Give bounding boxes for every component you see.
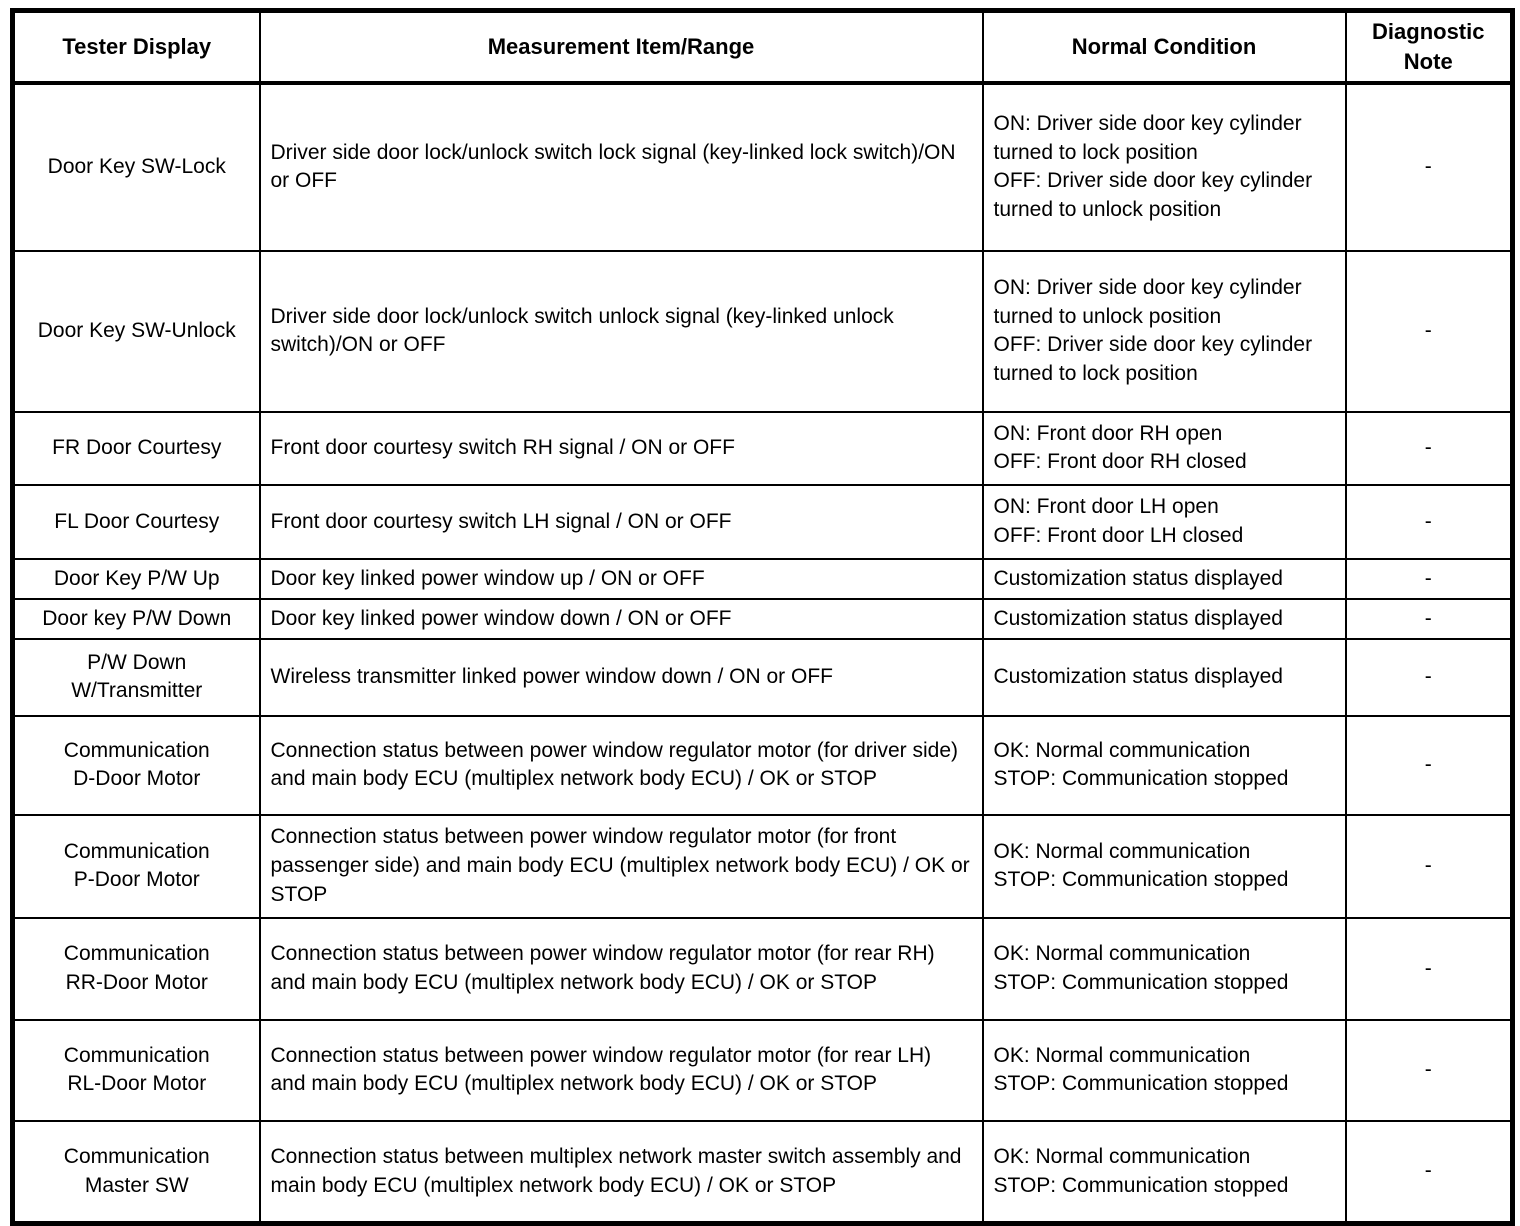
tester-display-cell: FR Door Courtesy: [11, 410, 261, 486]
measurement-cell: Connection status between multiplex netw…: [258, 1119, 984, 1225]
measurement-cell: Front door courtesy switch LH signal / O…: [258, 483, 984, 560]
column-header-measurement-item-range: Measurement Item/Range: [258, 9, 984, 85]
table-row-communication-rr-door-motor: Communication RR-Door Motor Connection s…: [11, 916, 1514, 1021]
diagnostic-note-cell: -: [1344, 81, 1514, 252]
tester-display-cell: Door Key SW-Lock: [11, 81, 261, 252]
table-row-door-key-sw-lock: Door Key SW-Lock Driver side door lock/u…: [11, 81, 1514, 252]
tester-display-cell: Communication Master SW: [11, 1119, 261, 1225]
measurement-cell: Door key linked power window down / ON o…: [258, 597, 984, 640]
diagnostic-note-cell: -: [1344, 597, 1514, 640]
diagnostic-note-cell: -: [1344, 249, 1514, 413]
tester-display-cell: P/W Down W/Transmitter: [11, 637, 261, 717]
diagnostic-note-cell: -: [1344, 916, 1514, 1021]
diagnostic-note-cell: -: [1344, 1018, 1514, 1122]
measurement-cell: Driver side door lock/unlock switch unlo…: [258, 249, 984, 413]
measurement-cell: Front door courtesy switch RH signal / O…: [258, 410, 984, 486]
measurement-cell: Door key linked power window up / ON or …: [258, 557, 984, 600]
diagnostic-note-cell: -: [1344, 410, 1514, 486]
measurement-cell: Wireless transmitter linked power window…: [258, 637, 984, 717]
measurement-cell: Connection status between power window r…: [258, 714, 984, 816]
measurement-cell: Connection status between power window r…: [258, 813, 984, 919]
column-header-normal-condition: Normal Condition: [981, 9, 1347, 85]
tester-display-cell: Communication RR-Door Motor: [11, 916, 261, 1021]
normal-condition-cell: OK: Normal communication STOP: Communica…: [981, 714, 1347, 816]
table-row-fr-door-courtesy: FR Door Courtesy Front door courtesy swi…: [11, 410, 1514, 486]
header-row: Tester Display Measurement Item/Range No…: [11, 9, 1514, 85]
column-header-diagnostic-note: Diagnostic Note: [1344, 9, 1514, 85]
diagnostic-note-cell: -: [1344, 483, 1514, 560]
table-body: Door Key SW-Lock Driver side door lock/u…: [11, 81, 1514, 1225]
table-row-pw-down-w-transmitter: P/W Down W/Transmitter Wireless transmit…: [11, 637, 1514, 717]
diagnostic-note-cell: -: [1344, 1119, 1514, 1225]
data-list-table: Tester Display Measurement Item/Range No…: [10, 8, 1515, 1226]
tester-display-cell: FL Door Courtesy: [11, 483, 261, 560]
diagnostic-note-cell: -: [1344, 637, 1514, 717]
normal-condition-cell: ON: Driver side door key cylinder turned…: [981, 81, 1347, 252]
normal-condition-cell: OK: Normal communication STOP: Communica…: [981, 813, 1347, 919]
tester-display-cell: Communication P-Door Motor: [11, 813, 261, 919]
normal-condition-cell: ON: Front door RH open OFF: Front door R…: [981, 410, 1347, 486]
table-row-fl-door-courtesy: FL Door Courtesy Front door courtesy swi…: [11, 483, 1514, 560]
tester-display-cell: Communication RL-Door Motor: [11, 1018, 261, 1122]
table-row-communication-d-door-motor: Communication D-Door Motor Connection st…: [11, 714, 1514, 816]
table-row-door-key-pw-up: Door Key P/W Up Door key linked power wi…: [11, 557, 1514, 600]
measurement-cell: Driver side door lock/unlock switch lock…: [258, 81, 984, 252]
normal-condition-cell: ON: Front door LH open OFF: Front door L…: [981, 483, 1347, 560]
tester-display-cell: Door Key SW-Unlock: [11, 249, 261, 413]
normal-condition-cell: Customization status displayed: [981, 557, 1347, 600]
table-row-communication-master-sw: Communication Master SW Connection statu…: [11, 1119, 1514, 1225]
column-header-tester-display: Tester Display: [11, 9, 261, 85]
diagnostic-note-cell: -: [1344, 813, 1514, 919]
normal-condition-cell: OK: Normal communication STOP: Communica…: [981, 1018, 1347, 1122]
normal-condition-cell: Customization status displayed: [981, 637, 1347, 717]
diagnostic-note-cell: -: [1344, 557, 1514, 600]
tester-display-cell: Door Key P/W Up: [11, 557, 261, 600]
table-row-door-key-pw-down: Door key P/W Down Door key linked power …: [11, 597, 1514, 640]
measurement-cell: Connection status between power window r…: [258, 1018, 984, 1122]
tester-display-cell: Communication D-Door Motor: [11, 714, 261, 816]
table-header: Tester Display Measurement Item/Range No…: [11, 9, 1514, 85]
diagnostic-note-cell: -: [1344, 714, 1514, 816]
normal-condition-cell: ON: Driver side door key cylinder turned…: [981, 249, 1347, 413]
measurement-cell: Connection status between power window r…: [258, 916, 984, 1021]
normal-condition-cell: OK: Normal communication STOP: Communica…: [981, 1119, 1347, 1225]
table-row-communication-p-door-motor: Communication P-Door Motor Connection st…: [11, 813, 1514, 919]
normal-condition-cell: OK: Normal communication STOP: Communica…: [981, 916, 1347, 1021]
table-row-communication-rl-door-motor: Communication RL-Door Motor Connection s…: [11, 1018, 1514, 1122]
table-row-door-key-sw-unlock: Door Key SW-Unlock Driver side door lock…: [11, 249, 1514, 413]
tester-display-cell: Door key P/W Down: [11, 597, 261, 640]
normal-condition-cell: Customization status displayed: [981, 597, 1347, 640]
